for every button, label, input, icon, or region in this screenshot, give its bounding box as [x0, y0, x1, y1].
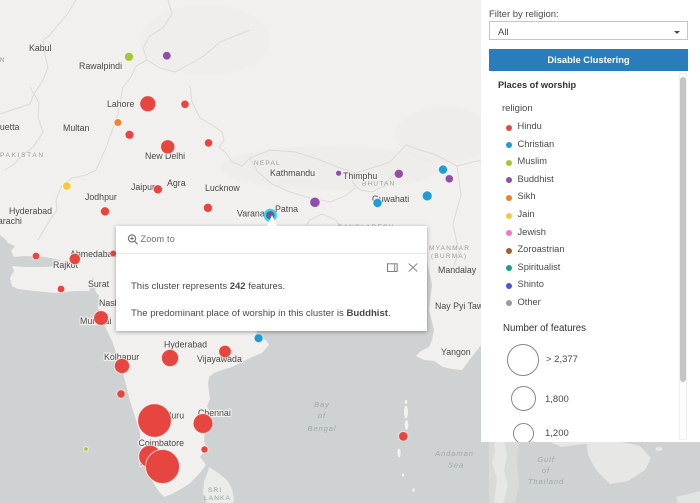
svg-text:Surat: Surat: [88, 279, 110, 289]
svg-text:Nay Pyi Taw: Nay Pyi Taw: [435, 301, 484, 311]
svg-text:Agra: Agra: [167, 178, 186, 188]
svg-text:Jaipur: Jaipur: [131, 182, 155, 192]
svg-text:SRI: SRI: [208, 487, 222, 494]
svg-text:Kabul: Kabul: [29, 43, 52, 53]
svg-text:STAN: STAN: [0, 57, 6, 64]
svg-text:Gulf: Gulf: [537, 455, 555, 464]
svg-text:Thailand: Thailand: [528, 477, 564, 486]
svg-text:Ahmedabad: Ahmedabad: [70, 249, 118, 259]
svg-text:Rawalpindi: Rawalpindi: [79, 61, 122, 71]
svg-text:MYANMAR: MYANMAR: [429, 245, 470, 252]
svg-text:Bay: Bay: [314, 400, 330, 409]
svg-text:LANKA: LANKA: [204, 495, 231, 502]
svg-text:Kathmandu: Kathmandu: [270, 168, 315, 178]
svg-text:Hyderabad: Hyderabad: [9, 206, 52, 216]
svg-text:Mandalay: Mandalay: [438, 265, 477, 275]
svg-text:Karachi: Karachi: [0, 216, 22, 226]
svg-text:of: of: [318, 411, 326, 420]
svg-text:Quetta: Quetta: [0, 122, 20, 132]
svg-text:Thimphu: Thimphu: [343, 171, 377, 181]
svg-text:of: of: [542, 466, 550, 475]
svg-text:Lahore: Lahore: [107, 99, 134, 109]
svg-text:Lucknow: Lucknow: [205, 183, 240, 193]
svg-text:Yangon: Yangon: [441, 347, 471, 357]
svg-text:Vijayawada: Vijayawada: [197, 354, 242, 364]
svg-text:PAKISTAN: PAKISTAN: [0, 152, 45, 159]
svg-text:Patna: Patna: [275, 204, 298, 214]
svg-text:Jodhpur: Jodhpur: [85, 192, 117, 202]
svg-text:Hyderabad: Hyderabad: [164, 340, 207, 350]
svg-text:Multan: Multan: [63, 123, 90, 133]
svg-text:Sea: Sea: [448, 461, 464, 470]
svg-text:New Delhi: New Delhi: [145, 151, 185, 161]
svg-text:(BURMA): (BURMA): [431, 253, 467, 260]
svg-text:Varanasi: Varanasi: [237, 209, 271, 219]
svg-text:BHUTAN: BHUTAN: [362, 181, 395, 188]
svg-text:Kolhapur: Kolhapur: [104, 352, 139, 362]
svg-text:NEPAL: NEPAL: [254, 160, 281, 167]
svg-text:Bengal: Bengal: [307, 424, 336, 433]
svg-text:Andaman: Andaman: [434, 449, 474, 458]
